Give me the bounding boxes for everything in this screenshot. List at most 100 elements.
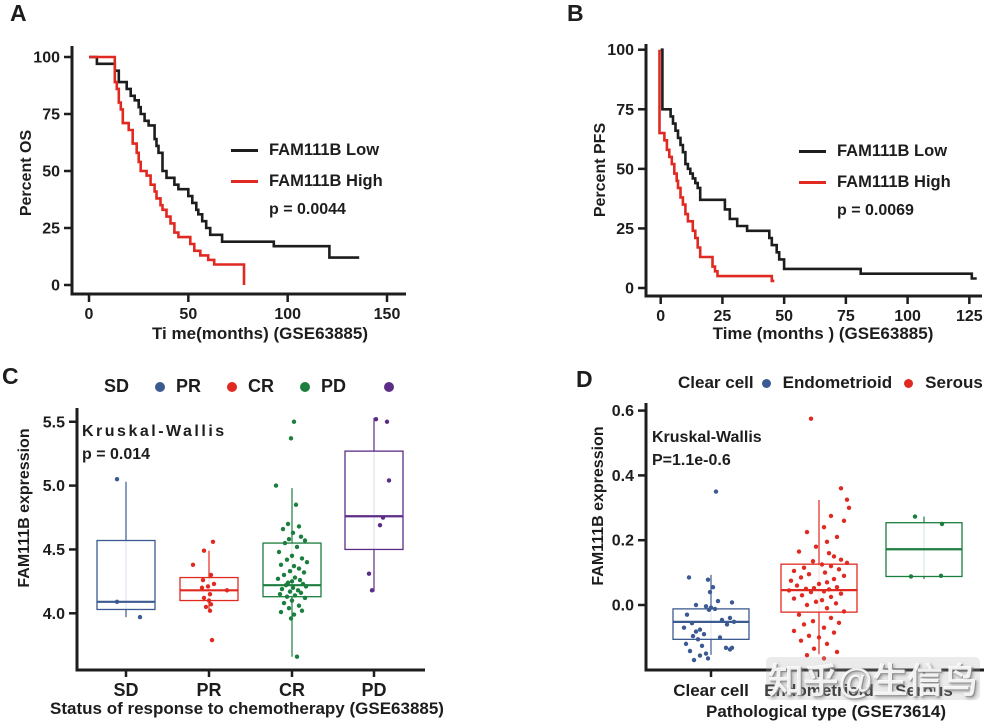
data-point xyxy=(137,614,143,620)
data-point xyxy=(284,594,290,599)
data-point xyxy=(296,566,302,571)
low-series-label: FAM111B Low xyxy=(837,141,948,160)
data-point xyxy=(834,649,840,655)
data-point xyxy=(286,605,292,611)
x-tick-label: 125 xyxy=(956,308,983,325)
data-point xyxy=(291,563,297,569)
data-point xyxy=(206,598,212,603)
data-point xyxy=(723,645,729,650)
data-point xyxy=(275,576,281,582)
data-point xyxy=(831,554,837,559)
data-point xyxy=(828,563,834,569)
data-point xyxy=(288,436,294,441)
data-point xyxy=(717,635,723,640)
data-point xyxy=(824,539,830,545)
data-point xyxy=(729,600,735,605)
data-point xyxy=(273,483,279,488)
high-series-label: FAM111B High xyxy=(269,171,383,190)
data-point xyxy=(811,585,817,591)
y-tick-label: 50 xyxy=(42,164,60,181)
data-point xyxy=(788,578,794,583)
data-point xyxy=(824,580,830,585)
data-point xyxy=(810,619,816,624)
data-point xyxy=(295,588,301,593)
low-series-line-swatch xyxy=(231,148,258,152)
data-point xyxy=(693,602,699,608)
data-point xyxy=(796,612,802,617)
data-point xyxy=(838,557,844,562)
panel-a-y-axis-title: Percent OS xyxy=(18,129,35,217)
x-tick-label: PR xyxy=(196,680,221,700)
panel-d-plot: 0.0 0.2 0.4 0.6 Clear cell Endometrioid Serous xyxy=(612,403,984,700)
y-tick-label: 0.2 xyxy=(612,533,634,550)
data-point xyxy=(684,612,690,617)
data-point xyxy=(303,584,309,589)
legend-label-sd: SD xyxy=(104,376,130,396)
data-point xyxy=(681,625,687,630)
data-point xyxy=(819,562,825,567)
data-point xyxy=(821,625,827,630)
data-point xyxy=(207,591,213,597)
data-point xyxy=(296,524,302,529)
data-point xyxy=(386,478,392,483)
data-point xyxy=(201,595,207,601)
data-point xyxy=(203,604,209,610)
data-point xyxy=(824,641,830,647)
legend-item-fam111b-high: FAM111B High xyxy=(231,170,383,192)
data-point xyxy=(298,534,304,539)
data-point xyxy=(301,570,307,575)
data-point xyxy=(199,585,205,590)
data-point xyxy=(695,637,701,642)
data-point xyxy=(703,604,709,609)
data-point xyxy=(283,583,289,588)
y-tick-label: 5.5 xyxy=(43,414,65,431)
x-tick-label: 50 xyxy=(775,308,793,325)
data-point xyxy=(836,567,842,572)
panel-c-annotation: Kruskal-Wallis p = 0.014 xyxy=(82,420,227,466)
data-point xyxy=(813,544,819,549)
data-point xyxy=(821,589,827,594)
data-point xyxy=(691,657,697,663)
km-curve-black xyxy=(89,55,360,259)
data-point xyxy=(912,514,918,519)
data-point xyxy=(686,575,692,580)
y-tick-label: 50 xyxy=(616,161,634,178)
legend-label-clear-cell: Clear cell xyxy=(678,373,754,392)
data-point xyxy=(288,616,294,621)
data-point xyxy=(693,629,699,634)
data-point xyxy=(706,607,712,613)
data-point xyxy=(209,637,215,643)
data-point xyxy=(841,573,847,579)
data-point xyxy=(224,588,230,593)
data-point xyxy=(276,549,282,555)
pr-dot-icon xyxy=(227,381,238,392)
data-point xyxy=(291,419,297,424)
data-point xyxy=(291,612,297,617)
data-point xyxy=(838,591,844,596)
panel-c-legend: SD PR CR PD xyxy=(104,376,395,397)
data-point xyxy=(836,620,842,626)
data-point xyxy=(796,549,802,554)
panel-a-label: A xyxy=(10,0,27,26)
x-tick-label: PD xyxy=(361,680,386,700)
data-point xyxy=(826,587,832,592)
data-point xyxy=(808,416,814,421)
sd-dot-icon xyxy=(155,381,166,392)
x-tick-label: Serous xyxy=(895,681,953,700)
panel-c-plot: 4.0 4.5 5.0 5.5 SD PR CR PD xyxy=(43,408,425,700)
data-point xyxy=(791,596,797,601)
data-point xyxy=(833,601,839,606)
high-series-label: FAM111B High xyxy=(837,172,951,191)
data-point xyxy=(304,560,310,565)
data-point xyxy=(846,505,852,510)
box-PD xyxy=(344,450,404,551)
data-point xyxy=(821,525,827,530)
pd-dot-icon xyxy=(384,381,395,392)
data-point xyxy=(816,581,822,587)
data-point xyxy=(294,654,300,659)
data-point xyxy=(791,568,797,574)
data-point xyxy=(804,653,810,658)
data-point xyxy=(938,573,944,579)
legend-item-fam111b-low: FAM111B Low xyxy=(799,140,951,162)
data-point xyxy=(697,653,703,658)
